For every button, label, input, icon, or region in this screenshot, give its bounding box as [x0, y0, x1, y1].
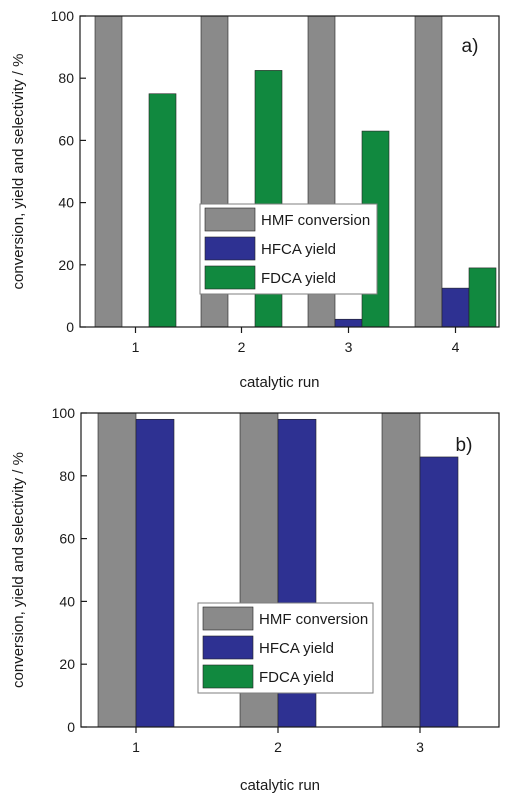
y-tick-label: 0	[66, 319, 74, 335]
legend-swatch-hfca-yield	[204, 236, 256, 261]
legend-entry-hfca-yield: HFCA yield	[259, 640, 334, 657]
y-tick-label: 20	[59, 656, 75, 672]
chart-panel-a: 0 20 40 60 80 100 1 2 3 4 catalytic run conversion,…	[10, 8, 500, 391]
bar-hfca-yield-run-3	[419, 456, 459, 728]
y-tick-label: 80	[58, 70, 74, 86]
bar-hmf-conversion-run-4	[414, 15, 443, 328]
chart-panel-b: 0 20 40 60 80 100 1 2 3 catalytic run conversion, …	[10, 405, 500, 794]
bar-fdca-yield-run-4	[468, 267, 497, 328]
legend: HMF conversion HFCA yield FDCA yield	[197, 602, 374, 694]
bar-hfca-yield-run-3	[334, 318, 363, 328]
legend-swatch-hfca-yield	[202, 635, 254, 660]
x-tick-label-2: 2	[274, 739, 282, 755]
legend-swatch-hmf-conversion	[202, 606, 254, 631]
bar-hmf-conversion-run-1	[94, 15, 123, 328]
legend-entry-fdca-yield: FDCA yield	[261, 270, 336, 287]
y-tick-label: 40	[58, 195, 74, 211]
bar-hfca-yield-run-1	[135, 418, 175, 728]
legend-entry-hmf-conversion: HMF conversion	[259, 611, 368, 628]
x-axis-label: catalytic run	[239, 374, 319, 391]
x-tick-label-3: 3	[345, 339, 353, 355]
bar-hmf-conversion-run-3	[381, 412, 421, 728]
x-axis-label: catalytic run	[240, 777, 320, 794]
x-tick-label-1: 1	[132, 339, 140, 355]
y-tick-label: 60	[58, 132, 74, 148]
y-tick-label: 100	[51, 8, 75, 24]
legend-entry-hmf-conversion: HMF conversion	[261, 212, 370, 229]
y-axis-label: conversion, yield and selectivity / %	[10, 54, 27, 290]
y-tick-label: 20	[58, 257, 74, 273]
panel-label: a)	[462, 36, 479, 57]
legend-swatch-fdca-yield	[202, 664, 254, 689]
y-tick-label: 40	[59, 593, 75, 609]
y-tick-label: 100	[52, 405, 76, 421]
y-axis-label: conversion, yield and selectivity / %	[10, 452, 27, 688]
panel-label: b)	[456, 435, 473, 456]
x-tick-label-3: 3	[416, 739, 424, 755]
x-tick-label-1: 1	[132, 739, 140, 755]
x-tick-label-2: 2	[238, 339, 246, 355]
legend: HMF conversion HFCA yield FDCA yield	[199, 203, 378, 295]
legend-entry-hfca-yield: HFCA yield	[261, 241, 336, 258]
legend-swatch-fdca-yield	[204, 265, 256, 290]
x-tick-label-4: 4	[452, 339, 460, 355]
y-tick-label: 80	[59, 468, 75, 484]
y-tick-label: 0	[67, 719, 75, 735]
bar-hmf-conversion-run-1	[97, 412, 137, 728]
bar-hfca-yield-run-4	[441, 287, 470, 328]
plot-frame	[79, 15, 500, 328]
y-tick-label: 60	[59, 531, 75, 547]
bar-fdca-yield-run-1	[148, 93, 177, 328]
legend-swatch-hmf-conversion	[204, 207, 256, 232]
plot-frame	[80, 412, 500, 728]
legend-entry-fdca-yield: FDCA yield	[259, 669, 334, 686]
